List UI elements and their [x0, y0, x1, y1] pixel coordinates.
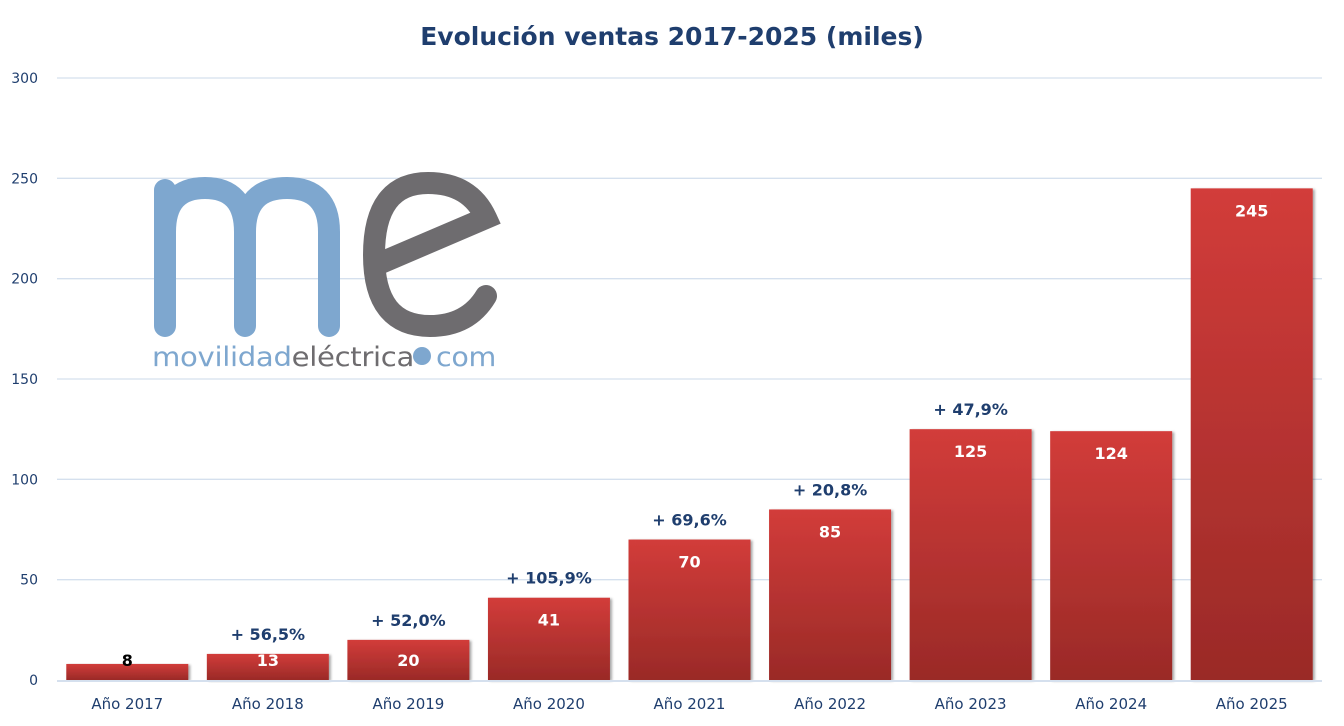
bar — [487, 597, 610, 680]
x-tick-label: Año 2020 — [513, 695, 585, 713]
bar — [347, 639, 470, 680]
data-label: 125 — [954, 442, 987, 461]
bars — [66, 188, 1313, 680]
y-axis: 0 50 100 150 200 250 300 — [11, 71, 38, 689]
y-tick-label: 250 — [11, 171, 38, 187]
y-tick-label: 300 — [11, 71, 38, 87]
growth-labels: + 56,5% + 52,0% + 105,9% + 69,6% + 20,8% + 47… — [231, 400, 1008, 644]
x-tick-label: Año 2024 — [1075, 695, 1147, 713]
data-label: 245 — [1235, 201, 1268, 220]
data-labels: 8 13 20 41 70 85 125 124 245 — [122, 201, 1269, 670]
data-label: 41 — [538, 611, 560, 630]
growth-label: + 69,6% — [652, 511, 726, 530]
data-label: 8 — [122, 651, 133, 670]
logo-plug-dot — [413, 347, 431, 365]
growth-label: + 47,9% — [933, 400, 1007, 419]
x-tick-label: Año 2018 — [232, 695, 304, 713]
data-label: 20 — [397, 651, 419, 670]
growth-label: + 56,5% — [231, 625, 305, 644]
data-label: 70 — [678, 553, 700, 572]
data-label: 85 — [819, 522, 841, 541]
logo-com: com — [436, 342, 496, 373]
x-tick-label: Año 2021 — [654, 695, 726, 713]
y-tick-label: 100 — [11, 472, 38, 488]
bar — [206, 653, 329, 680]
bar — [909, 429, 1032, 680]
data-label: 13 — [257, 651, 279, 670]
data-label: 124 — [1094, 444, 1127, 463]
x-tick-label: Año 2017 — [91, 695, 163, 713]
growth-label: + 20,8% — [793, 480, 867, 499]
bar — [1050, 431, 1173, 680]
watermark-logo: movilidad eléctrica com — [152, 171, 501, 373]
x-tick-label: Año 2025 — [1216, 695, 1288, 713]
y-tick-label: 150 — [11, 372, 38, 388]
growth-label: + 52,0% — [371, 611, 445, 630]
x-tick-label: Año 2022 — [794, 695, 866, 713]
chart-title: Evolución ventas 2017-2025 (miles) — [420, 22, 924, 51]
growth-label: + 105,9% — [506, 569, 592, 588]
logo-wordmark: movilidad eléctrica — [152, 342, 414, 373]
bar — [1190, 188, 1313, 680]
x-tick-label: Año 2023 — [935, 695, 1007, 713]
bar — [769, 509, 892, 680]
bar — [66, 663, 189, 680]
x-axis: Año 2017 Año 2018 Año 2019 Año 2020 Año 2021… — [91, 695, 1287, 713]
logo-e — [362, 171, 501, 338]
bar — [628, 539, 751, 680]
logo-m — [154, 177, 340, 337]
x-tick-label: Año 2019 — [372, 695, 444, 713]
y-tick-label: 0 — [29, 673, 38, 689]
y-tick-label: 50 — [20, 573, 38, 589]
y-tick-label: 200 — [11, 272, 38, 288]
